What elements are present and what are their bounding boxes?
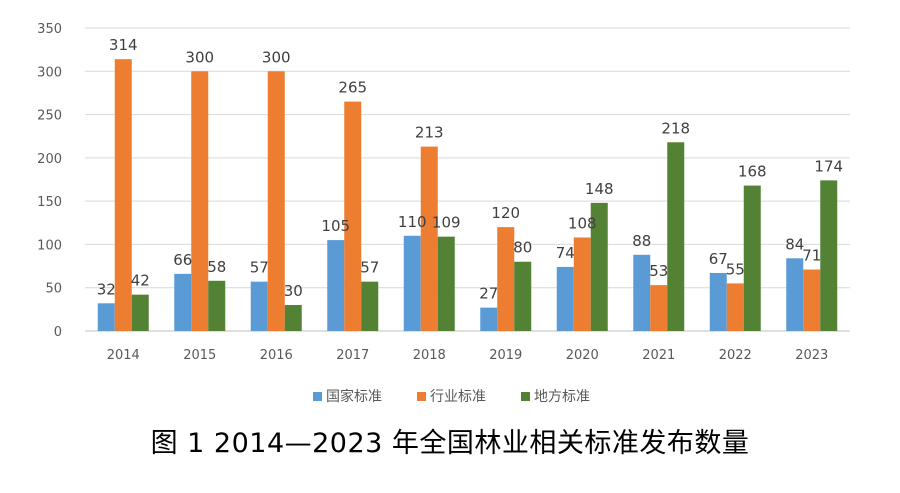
bar — [743, 185, 761, 331]
legend-swatch — [417, 392, 426, 401]
data-label: 66 — [173, 251, 192, 269]
bar — [284, 305, 302, 331]
bar — [327, 240, 345, 331]
bar — [803, 269, 821, 331]
legend-label: 行业标准 — [430, 389, 486, 405]
bar — [208, 280, 226, 331]
bar — [820, 180, 838, 331]
data-label: 55 — [726, 260, 745, 278]
data-label: 168 — [738, 163, 767, 181]
chart: 0 50 100 150 200 250 300 350 32 314 42 66 300 58 57 30… — [37, 22, 850, 405]
x-tick-label: 2014 — [107, 348, 140, 363]
legend-label: 地方标准 — [534, 389, 590, 405]
data-label: 105 — [321, 217, 350, 235]
data-label: 265 — [338, 79, 367, 97]
legend-label: 国家标准 — [326, 388, 382, 405]
figure-caption: 图 1 2014—2023 年全国林业相关标准发布数量 — [150, 428, 750, 459]
bar — [437, 236, 455, 331]
bar — [667, 142, 685, 331]
bar — [344, 101, 362, 331]
legend-swatch — [313, 392, 322, 401]
data-label: 88 — [632, 232, 651, 250]
bar — [174, 273, 192, 331]
bar — [131, 294, 149, 331]
legend-swatch — [521, 392, 530, 401]
data-label: 30 — [284, 282, 303, 300]
data-label: 120 — [491, 204, 520, 222]
bar — [786, 258, 804, 331]
legend: 国家标准 行业标准 地方标准 — [313, 388, 590, 405]
bar — [361, 281, 379, 331]
x-tick-label: 2015 — [183, 348, 216, 363]
y-tick-label: 100 — [37, 238, 62, 253]
data-label: 110 — [398, 213, 427, 231]
data-label: 32 — [97, 280, 116, 298]
data-label: 300 — [262, 48, 291, 66]
data-label: 148 — [585, 180, 614, 198]
bar — [114, 59, 132, 332]
data-label: 71 — [802, 247, 821, 265]
x-tick-label: 2019 — [489, 348, 522, 363]
data-label: 109 — [432, 214, 461, 232]
bar — [650, 285, 668, 331]
data-label: 84 — [785, 235, 804, 253]
data-label: 67 — [709, 250, 728, 268]
bar — [590, 202, 608, 331]
data-label: 27 — [479, 285, 498, 303]
y-axis-ticks: 0 50 100 150 200 250 300 350 — [37, 22, 62, 340]
data-label: 108 — [568, 215, 597, 233]
bar — [633, 254, 651, 331]
bar — [497, 227, 515, 331]
x-axis-ticks: 2014 2015 2016 2017 2018 2019 2020 2021 2022 2023 — [107, 348, 829, 363]
bar — [556, 266, 574, 331]
y-tick-label: 50 — [45, 282, 62, 297]
data-label: 57 — [250, 259, 269, 277]
bar — [250, 281, 268, 331]
data-label: 218 — [661, 119, 690, 137]
bars — [97, 59, 838, 332]
bar — [480, 307, 498, 331]
bar — [514, 261, 532, 331]
data-label: 42 — [131, 272, 150, 290]
data-label: 58 — [207, 258, 226, 276]
y-tick-label: 200 — [37, 152, 62, 167]
x-tick-label: 2023 — [795, 348, 828, 363]
x-tick-label: 2020 — [566, 348, 599, 363]
data-label: 74 — [556, 244, 575, 262]
y-tick-label: 300 — [37, 65, 62, 80]
bar — [97, 303, 115, 331]
x-tick-label: 2021 — [642, 348, 675, 363]
bar — [573, 237, 591, 331]
data-label: 314 — [109, 36, 138, 54]
data-label: 57 — [360, 259, 379, 277]
bar — [726, 283, 744, 331]
data-label: 174 — [814, 157, 843, 175]
data-labels: 32 314 42 66 300 58 57 300 30 105 265 57 110 213 109 27… — [97, 36, 843, 302]
bar — [420, 146, 438, 331]
bar — [403, 235, 421, 331]
x-tick-label: 2016 — [260, 348, 293, 363]
y-tick-label: 250 — [37, 109, 62, 124]
bar — [709, 272, 727, 331]
bar — [191, 71, 209, 332]
x-tick-label: 2022 — [719, 348, 752, 363]
y-tick-label: 0 — [54, 325, 62, 340]
data-label: 80 — [513, 239, 532, 257]
x-tick-label: 2018 — [413, 348, 446, 363]
data-label: 53 — [649, 262, 668, 280]
data-label: 300 — [185, 48, 214, 66]
x-tick-label: 2017 — [336, 348, 369, 363]
data-label: 213 — [415, 124, 444, 142]
y-tick-label: 150 — [37, 195, 62, 210]
y-tick-label: 350 — [37, 22, 62, 37]
bar — [267, 71, 285, 332]
